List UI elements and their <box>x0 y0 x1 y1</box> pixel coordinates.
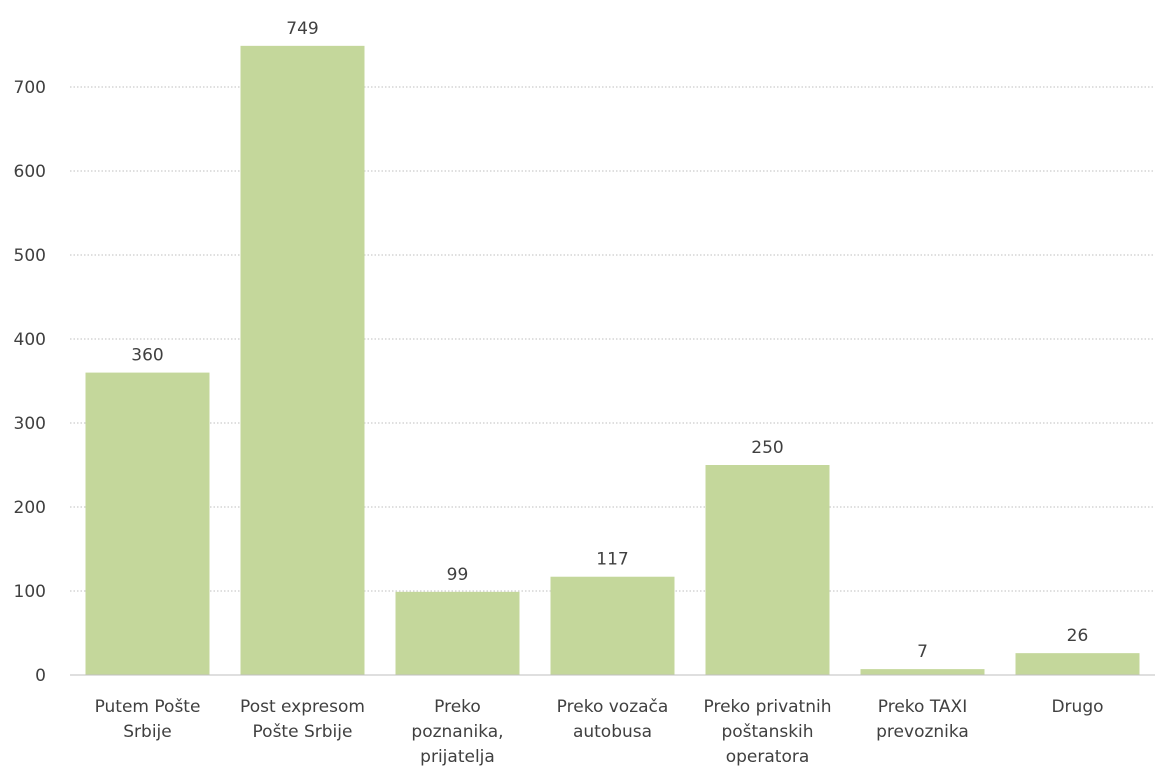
data-label: 7 <box>917 642 928 662</box>
category-label: Preko TAXI prevoznika <box>876 697 969 742</box>
y-tick-label: 600 <box>14 162 46 182</box>
y-tick-label: 300 <box>14 414 46 434</box>
y-axis: 0 100 200 300 400 500 600 700 <box>14 78 46 686</box>
category-label-line: Preko vozača <box>557 697 669 717</box>
bar <box>860 669 985 675</box>
category-label-line: Preko TAXI <box>878 697 967 717</box>
y-tick-label: 500 <box>14 246 46 266</box>
bar <box>550 576 675 675</box>
bars <box>85 45 1140 675</box>
bar <box>240 45 365 675</box>
category-label: Preko poznanika, prijatelja <box>411 697 503 767</box>
bar <box>85 372 210 675</box>
data-labels: 360 749 99 117 250 7 26 <box>131 19 1088 662</box>
y-tick-label: 700 <box>14 78 46 98</box>
y-tick-label: 0 <box>35 666 46 686</box>
bar <box>395 591 520 675</box>
y-tick-label: 100 <box>14 582 46 602</box>
category-label-line: poznanika, <box>411 722 503 742</box>
data-label: 26 <box>1067 626 1089 646</box>
bar <box>705 465 830 675</box>
y-tick-label: 200 <box>14 498 46 518</box>
category-label: Drugo <box>1051 697 1103 717</box>
grid-lines <box>70 86 1155 592</box>
data-label: 360 <box>131 346 163 366</box>
y-tick-label: 400 <box>14 330 46 350</box>
category-label: Preko vozača autobusa <box>557 697 669 742</box>
data-label: 749 <box>286 19 318 39</box>
category-label-line: Preko <box>434 697 481 717</box>
data-label: 250 <box>751 438 783 458</box>
category-label-line: Srbije <box>123 722 171 742</box>
category-label-line: Pošte Srbije <box>253 722 353 742</box>
data-label: 99 <box>447 565 469 585</box>
category-label-line: Preko privatnih <box>704 697 832 717</box>
category-label-line: autobusa <box>573 722 652 742</box>
data-label: 117 <box>596 550 628 570</box>
category-label-line: Post expresom <box>240 697 365 717</box>
category-label-line: prevoznika <box>876 722 969 742</box>
category-label-line: Putem Pošte <box>95 697 201 717</box>
category-label: Preko privatnih poštanskih operatora <box>704 697 832 767</box>
category-label-line: operatora <box>726 747 810 767</box>
category-label-line: prijatelja <box>420 747 495 767</box>
category-labels: Putem Pošte Srbije Post expresom Pošte Srbi… <box>95 697 1104 767</box>
category-label: Putem Pošte Srbije <box>95 697 201 742</box>
bar <box>1015 653 1140 675</box>
category-label: Post expresom Pošte Srbije <box>240 697 365 742</box>
category-label-line: poštanskih <box>721 722 813 742</box>
category-label-line: Drugo <box>1051 697 1103 717</box>
